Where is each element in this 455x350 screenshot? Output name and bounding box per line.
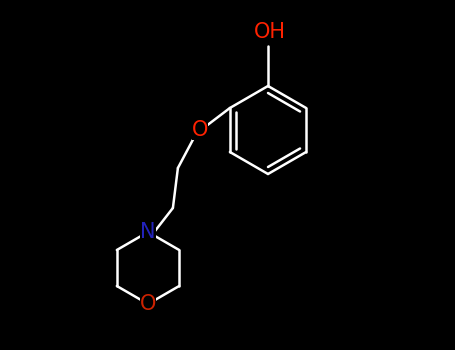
Text: N: N xyxy=(140,222,156,242)
Text: O: O xyxy=(192,120,208,140)
Text: OH: OH xyxy=(254,22,286,42)
Text: O: O xyxy=(140,294,156,314)
